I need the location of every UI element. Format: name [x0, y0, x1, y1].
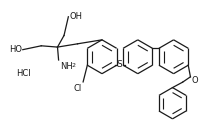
Text: HCl: HCl	[16, 69, 31, 78]
Text: OH: OH	[69, 12, 82, 21]
Text: Cl: Cl	[74, 84, 82, 94]
Text: S: S	[116, 60, 122, 69]
Text: HO: HO	[9, 45, 22, 54]
Text: NH: NH	[60, 62, 72, 71]
Text: 2: 2	[72, 63, 76, 68]
Text: O: O	[192, 76, 198, 85]
